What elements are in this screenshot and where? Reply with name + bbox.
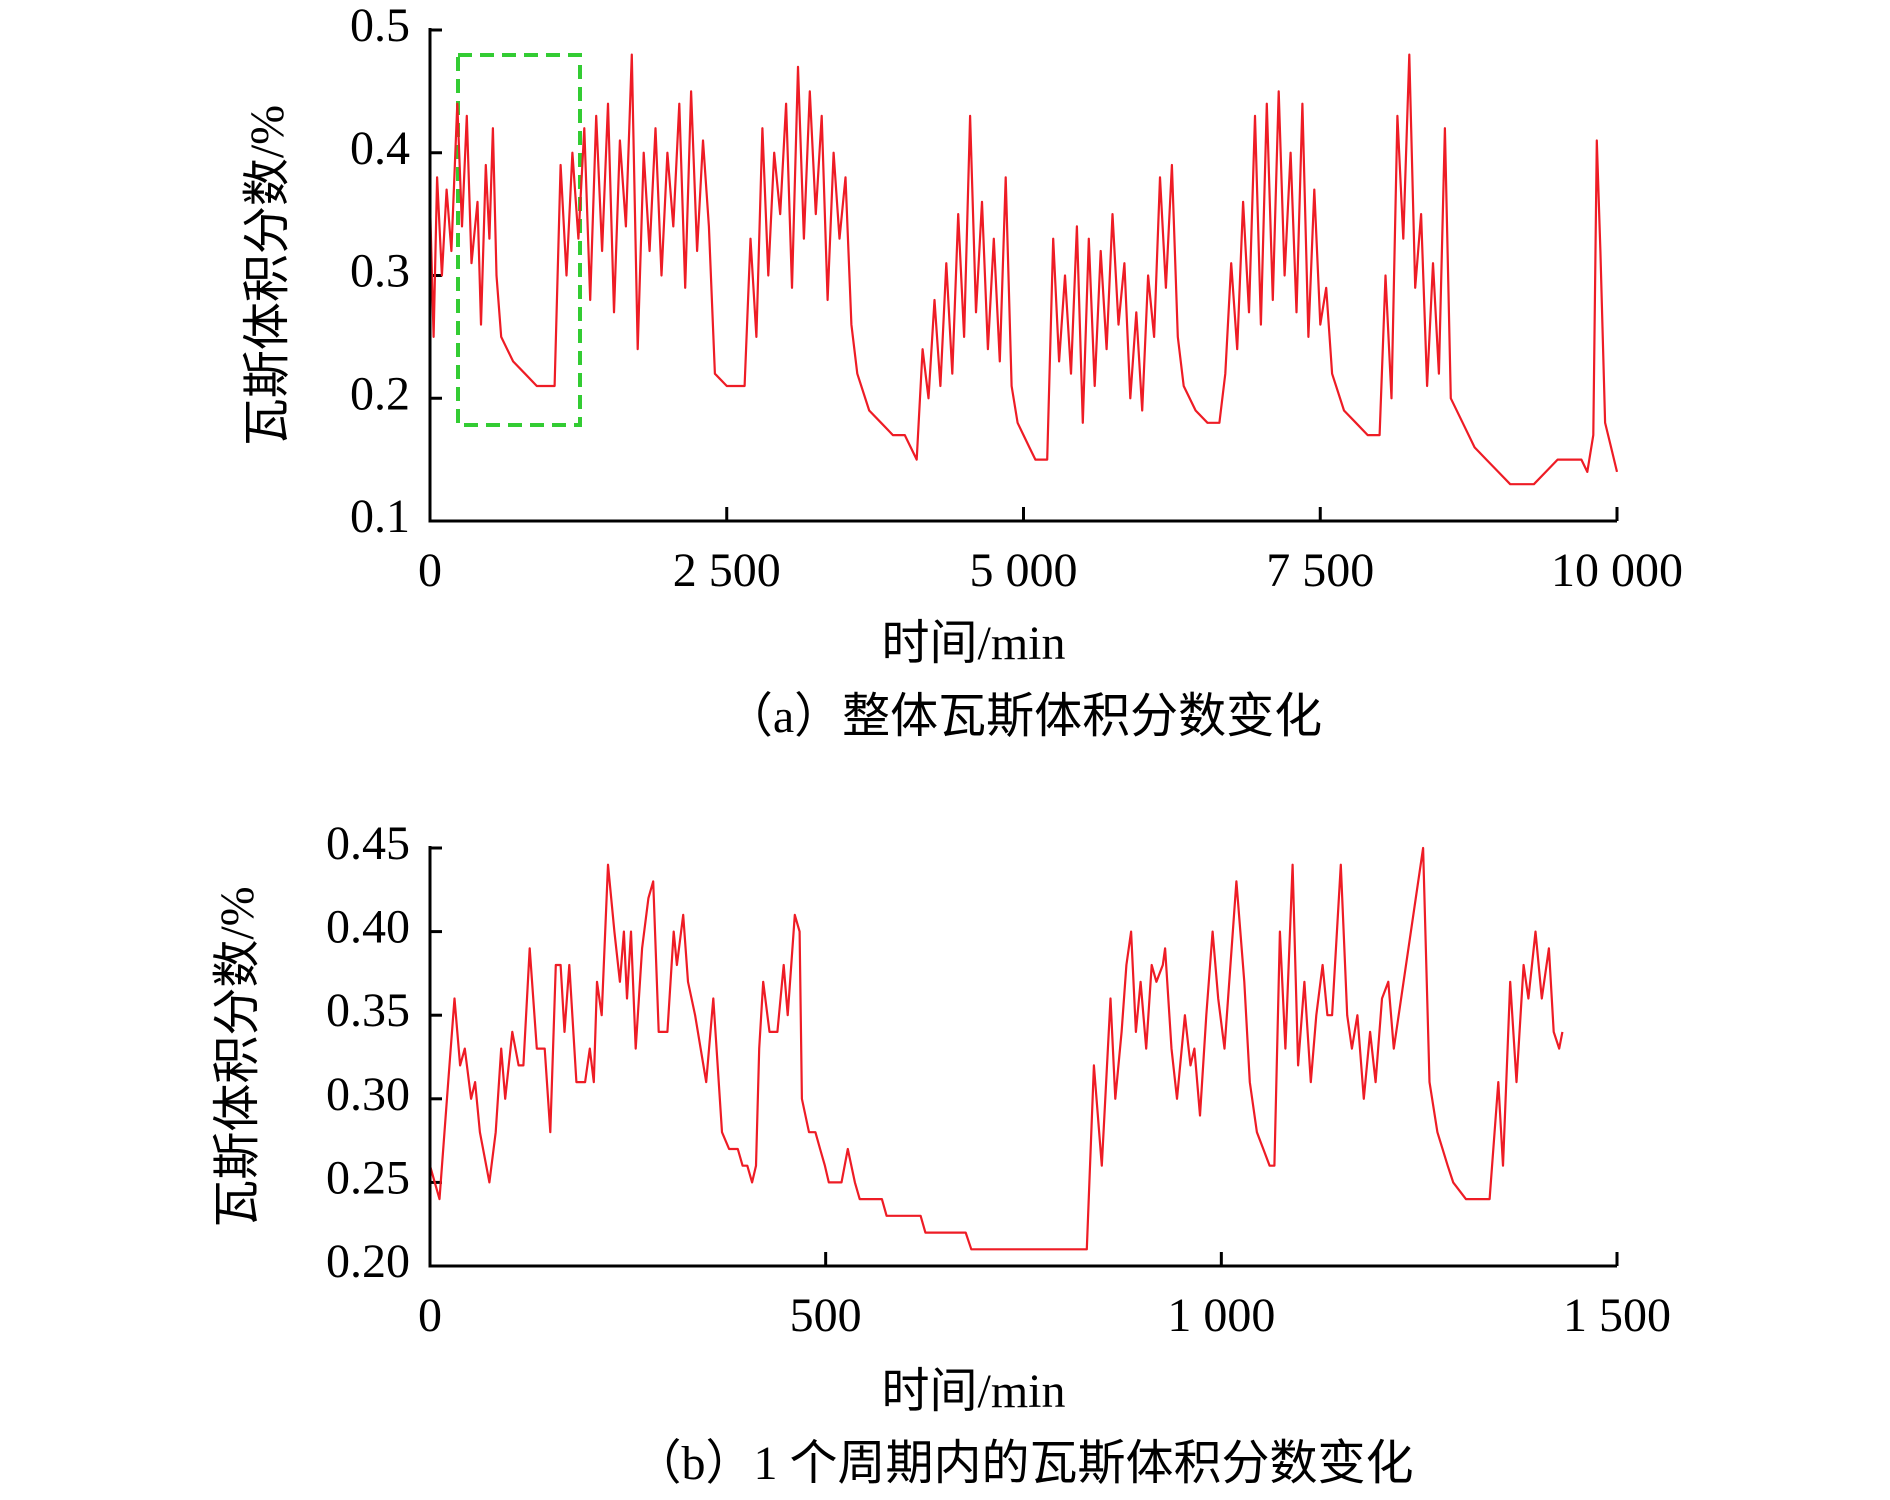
y-tick-label: 0.30 xyxy=(326,1068,410,1121)
chart-caption: （b）1 个周期内的瓦斯体积分数变化 xyxy=(633,1437,1413,1490)
highlight-box xyxy=(456,53,582,427)
data-line xyxy=(428,53,1619,486)
x-tick-label: 10 000 xyxy=(1551,544,1683,597)
y-tick-label: 0.2 xyxy=(350,367,410,420)
y-tick-label: 0.40 xyxy=(326,901,410,954)
x-tick-label: 7 500 xyxy=(1266,544,1374,597)
x-tick-label: 1 500 xyxy=(1563,1289,1671,1342)
x-tick-label: 0 xyxy=(418,1289,442,1342)
y-tick-label: 0.35 xyxy=(326,984,410,1037)
x-axis-label: 时间/min xyxy=(881,617,1065,670)
x-axis-label: 时间/min xyxy=(881,1365,1065,1418)
y-tick-label: 0.1 xyxy=(350,490,410,543)
x-tick-label: 0 xyxy=(418,544,442,597)
y-tick-label: 0.4 xyxy=(350,122,410,175)
x-tick-label: 1 000 xyxy=(1167,1289,1275,1342)
y-axis-label: 瓦斯体积分数/% xyxy=(211,886,264,1227)
data-line xyxy=(428,846,1564,1251)
x-tick-label: 500 xyxy=(790,1289,862,1342)
y-tick-label: 0.3 xyxy=(350,245,410,298)
y-axis-label: 瓦斯体积分数/% xyxy=(241,105,294,446)
x-tick-label: 5 000 xyxy=(970,544,1078,597)
y-tick-label: 0.25 xyxy=(326,1151,410,1204)
chart-caption: （a）整体瓦斯体积分数变化 xyxy=(725,690,1322,743)
y-tick-label: 0.5 xyxy=(350,0,410,52)
y-tick-label: 0.45 xyxy=(326,817,410,870)
y-tick-label: 0.20 xyxy=(326,1235,410,1288)
x-tick-label: 2 500 xyxy=(673,544,781,597)
